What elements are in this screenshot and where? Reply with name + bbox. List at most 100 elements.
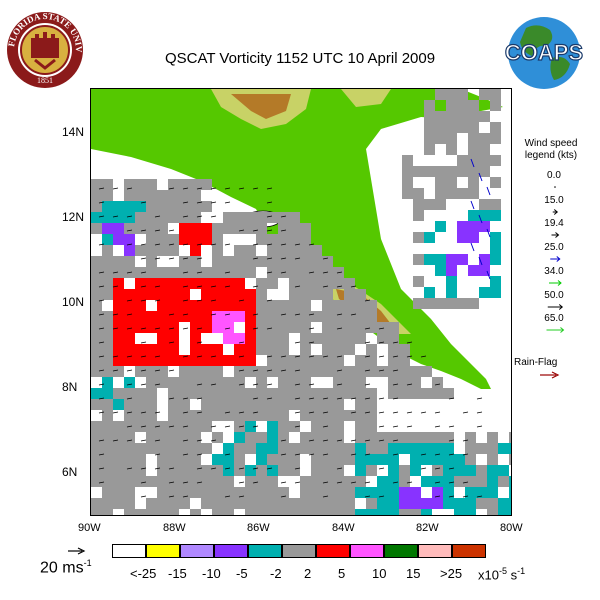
vorticity-cell [223, 454, 234, 465]
vorticity-cell [366, 399, 377, 410]
vorticity-cell [168, 311, 179, 322]
vorticity-cell [366, 421, 377, 432]
colorbar-cell [214, 544, 248, 558]
lon-label-84w: 84W [332, 522, 355, 534]
vorticity-cell [432, 388, 443, 399]
wind-vector [168, 257, 175, 260]
wind-vector [322, 425, 329, 428]
wind-vector [126, 411, 133, 414]
vorticity-cell [102, 190, 113, 201]
vorticity-cell [278, 234, 289, 245]
vorticity-cell [278, 421, 289, 432]
wind-vector [434, 425, 441, 428]
vorticity-cell [446, 298, 457, 309]
vorticity-cell [333, 311, 344, 322]
wind-vector [224, 187, 231, 190]
vorticity-cell [102, 399, 113, 410]
wind-vector [196, 467, 203, 470]
vorticity-cell [91, 366, 102, 377]
vorticity-cell [333, 421, 344, 432]
vorticity-cell [333, 432, 344, 443]
vorticity-cell [124, 190, 135, 201]
vorticity-cell [223, 487, 234, 498]
vorticity-cell [410, 366, 421, 377]
vorticity-cell [157, 421, 168, 432]
vorticity-cell [267, 454, 278, 465]
vorticity-cell [179, 432, 190, 443]
vorticity-cell [322, 300, 333, 311]
vorticity-cell [157, 465, 168, 476]
wind-vector [112, 411, 119, 414]
vorticity-cell [91, 212, 102, 223]
vorticity-cell [190, 454, 201, 465]
colorbar-tick-label: -2 [270, 566, 282, 581]
vorticity-cell [256, 399, 267, 410]
vorticity-cell [457, 298, 468, 309]
wind-vector [154, 299, 161, 302]
vorticity-cell [388, 333, 399, 344]
vorticity-cell [168, 399, 179, 410]
vorticity-cell [344, 509, 355, 515]
vorticity-cell [234, 300, 245, 311]
wind-vector [392, 439, 399, 442]
wind-vector [476, 397, 483, 400]
vorticity-cell [443, 443, 454, 454]
vorticity-cell [322, 443, 333, 454]
vorticity-cell [402, 155, 413, 166]
vorticity-cell [267, 421, 278, 432]
vorticity-cell [201, 399, 212, 410]
vorticity-cell [124, 212, 135, 223]
vorticity-cell [479, 287, 490, 298]
vorticity-cell [468, 298, 479, 309]
vorticity-cell [468, 133, 479, 144]
vorticity-cell [124, 498, 135, 509]
vorticity-cell [366, 509, 377, 515]
vorticity-cell [157, 322, 168, 333]
vorticity-cell [113, 465, 124, 476]
vorticity-cell [498, 476, 509, 487]
wind-vector [280, 215, 287, 218]
wind-vector [154, 215, 161, 218]
wind-vector [154, 425, 161, 428]
vorticity-cell [102, 454, 113, 465]
wind-vector [406, 355, 413, 358]
vorticity-cell [113, 278, 124, 289]
wind-vector [308, 397, 315, 400]
vorticity-cell [446, 122, 457, 133]
wind-vector [182, 355, 189, 358]
vorticity-cell [201, 179, 212, 190]
vorticity-cell [457, 89, 468, 100]
vorticity-cell [300, 311, 311, 322]
wind-vector [364, 327, 371, 330]
vorticity-cell [179, 388, 190, 399]
wind-vector [140, 285, 147, 288]
vorticity-cell [190, 223, 201, 234]
wind-vector [238, 369, 245, 372]
vorticity-cell [102, 201, 113, 212]
vorticity-cell [168, 498, 179, 509]
wind-vector [280, 369, 287, 372]
wind-vector [336, 397, 343, 400]
vorticity-cell [366, 410, 377, 421]
wind-vector [168, 369, 175, 372]
vorticity-cell [402, 188, 413, 199]
vorticity-cell [190, 212, 201, 223]
wind-vector [364, 397, 371, 400]
vorticity-cell [479, 210, 490, 221]
wind-vector [364, 341, 371, 344]
vorticity-cell [388, 322, 399, 333]
vorticity-cell [344, 498, 355, 509]
wind-vector [280, 243, 287, 246]
vorticity-cell [468, 122, 479, 133]
vorticity-cell [212, 377, 223, 388]
vorticity-cell [256, 388, 267, 399]
vorticity-cell [457, 155, 468, 166]
vorticity-cell [446, 265, 457, 276]
vorticity-cell [267, 498, 278, 509]
wind-vector [126, 397, 133, 400]
vorticity-cell [146, 212, 157, 223]
wind-vector [448, 495, 455, 498]
vorticity-cell [124, 223, 135, 234]
vorticity-cell [124, 234, 135, 245]
colorbar-cell [282, 544, 316, 558]
